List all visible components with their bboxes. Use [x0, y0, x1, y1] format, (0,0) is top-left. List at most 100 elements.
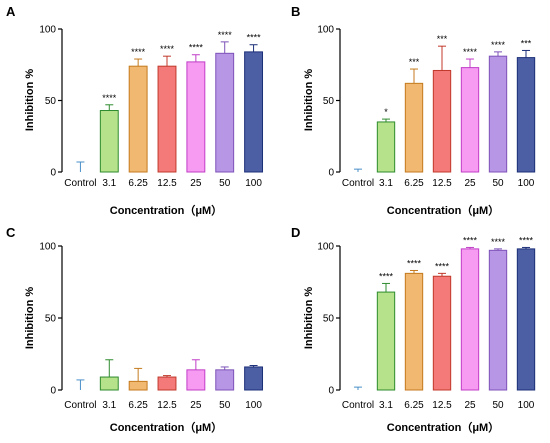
- y-tick-label: 50: [45, 314, 57, 325]
- x-tick-label: 50: [492, 178, 504, 189]
- y-axis-title: Inhibition %: [303, 287, 315, 350]
- panel-letter: D: [291, 225, 300, 240]
- significance-label: ****: [218, 30, 233, 40]
- panel-d: D 0 50 100 Inhibition % Control **** 3.1 **** 6.2…: [291, 225, 536, 434]
- x-tick-label: 3.1: [102, 178, 116, 189]
- bar-6.25: [404, 82, 424, 173]
- x-tick-label: 25: [464, 178, 476, 189]
- x-tick-label: 12.5: [432, 400, 452, 411]
- bar-3.1: [376, 291, 396, 391]
- x-tick-label: Control: [342, 400, 374, 411]
- bar-12.5: [157, 65, 177, 173]
- bar-3.1: [376, 121, 396, 173]
- significance-label: ****: [131, 47, 146, 57]
- x-tick-label: 12.5: [432, 178, 452, 189]
- significance-label: ****: [491, 40, 506, 50]
- bar-100: [244, 51, 264, 173]
- significance-label: ****: [247, 33, 262, 43]
- y-axis-title: Inhibition %: [24, 69, 36, 132]
- significance-label: ****: [435, 261, 450, 271]
- y-tick-label: 100: [317, 242, 334, 253]
- significance-label: ****: [160, 44, 175, 54]
- x-tick-label: Control: [64, 400, 96, 411]
- significance-label: ***: [409, 57, 420, 67]
- y-tick-label: 0: [328, 386, 334, 397]
- significance-label: ****: [379, 271, 394, 281]
- bar-3.1: [99, 376, 119, 391]
- panel-letter: B: [291, 4, 300, 19]
- bar-6.25: [404, 272, 424, 391]
- bar-6.25: [128, 65, 148, 173]
- panel-letter: A: [6, 4, 16, 19]
- x-tick-label: Control: [64, 178, 96, 189]
- x-tick-label: 6.25: [404, 400, 424, 411]
- significance-label: ****: [102, 93, 117, 103]
- significance-label: ****: [519, 235, 534, 245]
- y-tick-label: 50: [45, 96, 57, 107]
- x-tick-label: 12.5: [157, 400, 177, 411]
- x-tick-label: 12.5: [157, 178, 177, 189]
- significance-label: ****: [189, 43, 204, 53]
- significance-label: ***: [521, 38, 532, 48]
- panel-a: A 0 50 100 Inhibition % Control **** 3.1 **** 6.2…: [6, 4, 264, 217]
- bar-100: [516, 248, 536, 391]
- x-axis-title: Concentration（μM）: [110, 204, 222, 217]
- bar-25: [460, 248, 480, 391]
- x-tick-label: 50: [219, 178, 231, 189]
- y-tick-label: 100: [39, 242, 56, 253]
- significance-label: ***: [437, 34, 448, 44]
- x-tick-label: 25: [464, 400, 476, 411]
- x-tick-label: Control: [342, 178, 374, 189]
- bar-25: [186, 369, 206, 391]
- bar-25: [186, 61, 206, 173]
- x-tick-label: 25: [190, 400, 202, 411]
- x-tick-label: 100: [245, 178, 262, 189]
- y-tick-label: 0: [50, 168, 56, 179]
- bar-50: [488, 249, 508, 391]
- y-axis-title: Inhibition %: [24, 287, 36, 350]
- panel-letter: C: [6, 225, 16, 240]
- y-tick-label: 50: [323, 96, 335, 107]
- x-tick-label: 3.1: [379, 400, 393, 411]
- panel-c: C 0 50 100 Inhibition % Control 3.1 6.25 12.5 25 5…: [6, 225, 264, 434]
- significance-label: *: [384, 107, 388, 117]
- panel-b: B 0 50 100 Inhibition % Control * 3.1 *** 6.25 ***…: [291, 4, 536, 217]
- x-tick-label: 50: [219, 400, 231, 411]
- y-tick-label: 50: [323, 314, 335, 325]
- x-tick-label: 6.25: [128, 178, 148, 189]
- significance-label: ****: [491, 237, 506, 247]
- x-tick-label: 3.1: [379, 178, 393, 189]
- bar-50: [215, 369, 235, 391]
- bar-12.5: [432, 275, 452, 391]
- significance-label: ****: [407, 258, 422, 268]
- x-tick-label: 6.25: [128, 400, 148, 411]
- bar-100: [244, 366, 264, 391]
- bar-100: [516, 57, 536, 173]
- y-axis-title: Inhibition %: [303, 69, 315, 132]
- x-tick-label: 100: [518, 400, 535, 411]
- x-axis-title: Concentration（μM）: [387, 421, 499, 434]
- x-axis-title: Concentration（μM）: [387, 204, 499, 217]
- bar-6.25: [128, 380, 148, 391]
- x-tick-label: 6.25: [404, 178, 424, 189]
- y-tick-label: 100: [39, 25, 56, 36]
- bar-50: [488, 55, 508, 173]
- x-tick-label: 50: [492, 400, 504, 411]
- x-axis-title: Concentration（μM）: [110, 421, 222, 434]
- bar-12.5: [157, 376, 177, 391]
- y-tick-label: 100: [317, 25, 334, 36]
- x-tick-label: 100: [245, 400, 262, 411]
- x-tick-label: 100: [518, 178, 535, 189]
- x-tick-label: 3.1: [102, 400, 116, 411]
- bar-50: [215, 52, 235, 173]
- bar-3.1: [99, 110, 119, 173]
- significance-label: ****: [463, 47, 478, 57]
- y-tick-label: 0: [50, 386, 56, 397]
- x-tick-label: 25: [190, 178, 202, 189]
- significance-label: ****: [463, 235, 478, 245]
- bar-12.5: [432, 69, 452, 173]
- y-tick-label: 0: [328, 168, 334, 179]
- bar-25: [460, 67, 480, 173]
